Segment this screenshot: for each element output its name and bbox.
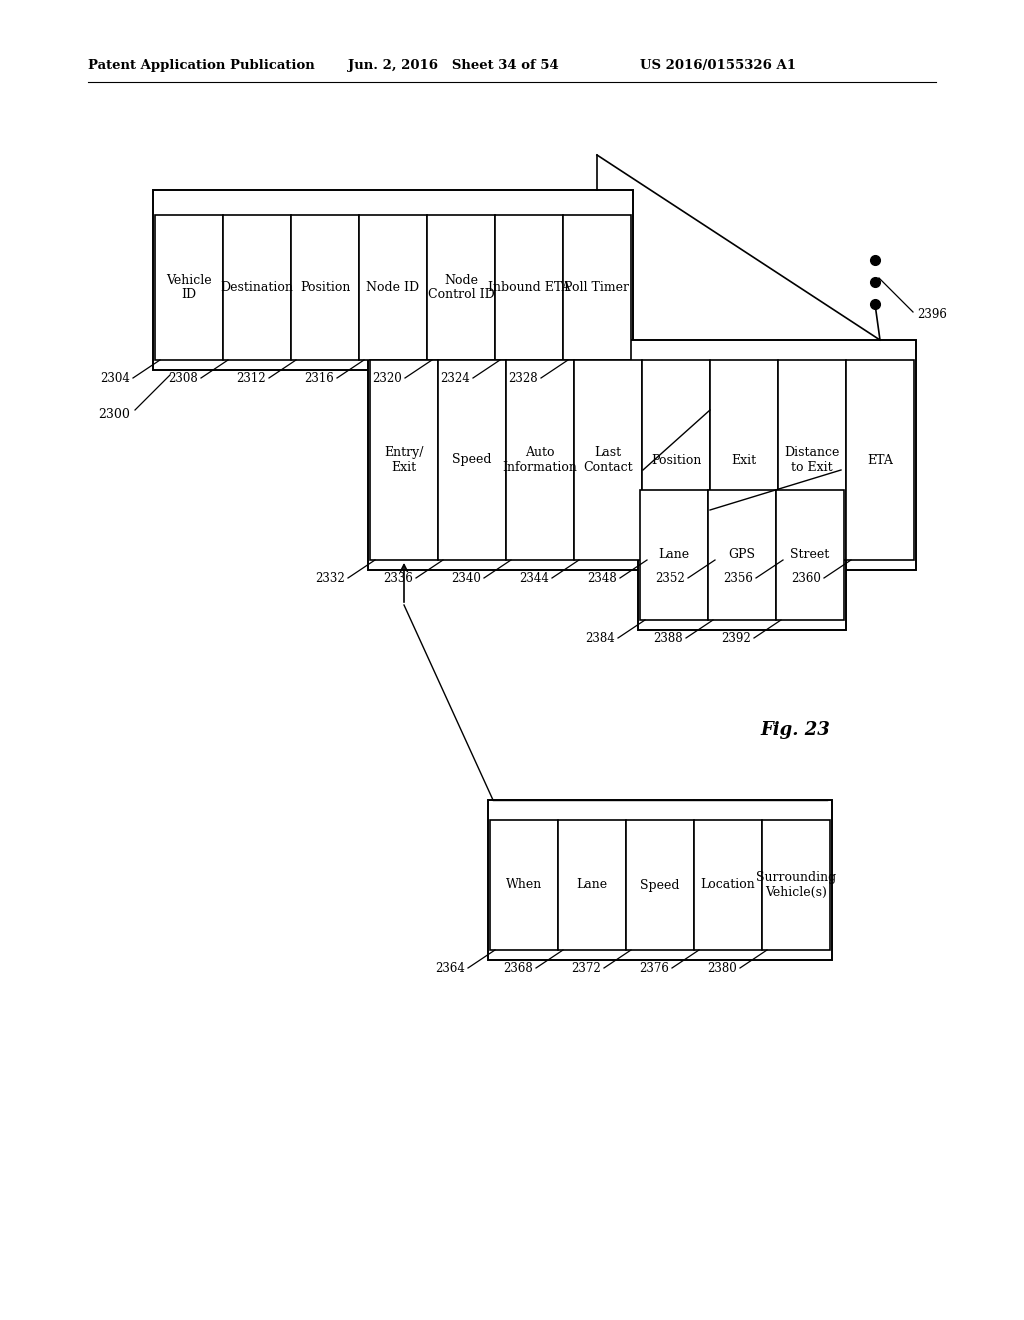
Text: Exit: Exit xyxy=(731,454,757,466)
Text: Street: Street xyxy=(791,549,829,561)
Text: 2356: 2356 xyxy=(723,573,753,586)
Text: Speed: Speed xyxy=(640,879,680,891)
Bar xyxy=(710,360,778,560)
Bar xyxy=(778,360,846,560)
Bar xyxy=(155,215,223,360)
Text: Last
Contact: Last Contact xyxy=(584,446,633,474)
Bar xyxy=(626,820,694,950)
Bar xyxy=(223,215,291,360)
Text: Fig. 23: Fig. 23 xyxy=(760,721,829,739)
Text: Lane: Lane xyxy=(577,879,607,891)
Text: 2372: 2372 xyxy=(571,962,601,975)
Bar xyxy=(558,820,626,950)
Text: Destination: Destination xyxy=(220,281,294,294)
Text: Node
Control ID: Node Control ID xyxy=(428,273,495,301)
Bar xyxy=(563,215,631,360)
Bar xyxy=(359,215,427,360)
Text: 2308: 2308 xyxy=(168,372,198,385)
Bar xyxy=(291,215,359,360)
Text: When: When xyxy=(506,879,542,891)
Bar xyxy=(368,341,916,570)
Text: 2368: 2368 xyxy=(503,962,534,975)
Bar xyxy=(506,360,574,560)
Bar xyxy=(488,800,831,960)
Bar xyxy=(694,820,762,950)
Text: 2324: 2324 xyxy=(440,372,470,385)
Bar xyxy=(427,215,495,360)
Text: 2392: 2392 xyxy=(721,632,751,645)
Bar xyxy=(495,215,563,360)
Bar xyxy=(708,490,776,620)
Text: Lane: Lane xyxy=(658,549,689,561)
Bar xyxy=(438,360,506,560)
Text: Patent Application Publication: Patent Application Publication xyxy=(88,58,314,71)
Text: 2340: 2340 xyxy=(452,573,481,586)
Text: Speed: Speed xyxy=(453,454,492,466)
Bar xyxy=(153,190,633,370)
Text: Location: Location xyxy=(700,879,756,891)
Text: Position: Position xyxy=(300,281,350,294)
Text: 2384: 2384 xyxy=(586,632,615,645)
Text: 2332: 2332 xyxy=(315,573,345,586)
Text: 2376: 2376 xyxy=(639,962,669,975)
Text: GPS: GPS xyxy=(728,549,756,561)
Text: Inbound ETA: Inbound ETA xyxy=(487,281,570,294)
Text: Entry/
Exit: Entry/ Exit xyxy=(384,446,424,474)
Text: 2380: 2380 xyxy=(708,962,737,975)
Text: 2320: 2320 xyxy=(373,372,402,385)
Text: US 2016/0155326 A1: US 2016/0155326 A1 xyxy=(640,58,796,71)
Text: 2312: 2312 xyxy=(237,372,266,385)
Bar xyxy=(638,470,846,630)
Text: Auto
Information: Auto Information xyxy=(503,446,578,474)
Bar xyxy=(762,820,830,950)
Bar xyxy=(776,490,844,620)
Text: Poll Timer: Poll Timer xyxy=(564,281,630,294)
Text: 2348: 2348 xyxy=(587,573,617,586)
Text: 2352: 2352 xyxy=(655,573,685,586)
Text: 2364: 2364 xyxy=(435,962,465,975)
Text: Position: Position xyxy=(651,454,701,466)
Bar xyxy=(370,360,438,560)
Text: 2304: 2304 xyxy=(100,372,130,385)
Bar xyxy=(574,360,642,560)
Text: 2344: 2344 xyxy=(519,573,549,586)
Bar xyxy=(642,360,710,560)
Text: Distance
to Exit: Distance to Exit xyxy=(784,446,840,474)
Text: 2300: 2300 xyxy=(98,408,130,421)
Bar xyxy=(846,360,914,560)
Text: 2388: 2388 xyxy=(653,632,683,645)
Text: Vehicle
ID: Vehicle ID xyxy=(166,273,212,301)
Text: Surrounding
Vehicle(s): Surrounding Vehicle(s) xyxy=(756,871,837,899)
Text: ETA: ETA xyxy=(867,454,893,466)
Text: 2328: 2328 xyxy=(508,372,538,385)
Text: Node ID: Node ID xyxy=(367,281,420,294)
Text: 2336: 2336 xyxy=(383,573,413,586)
Text: 2316: 2316 xyxy=(304,372,334,385)
Text: 2360: 2360 xyxy=(792,573,821,586)
Bar xyxy=(640,490,708,620)
Text: 2396: 2396 xyxy=(918,309,947,322)
Bar xyxy=(490,820,558,950)
Text: Jun. 2, 2016   Sheet 34 of 54: Jun. 2, 2016 Sheet 34 of 54 xyxy=(348,58,559,71)
